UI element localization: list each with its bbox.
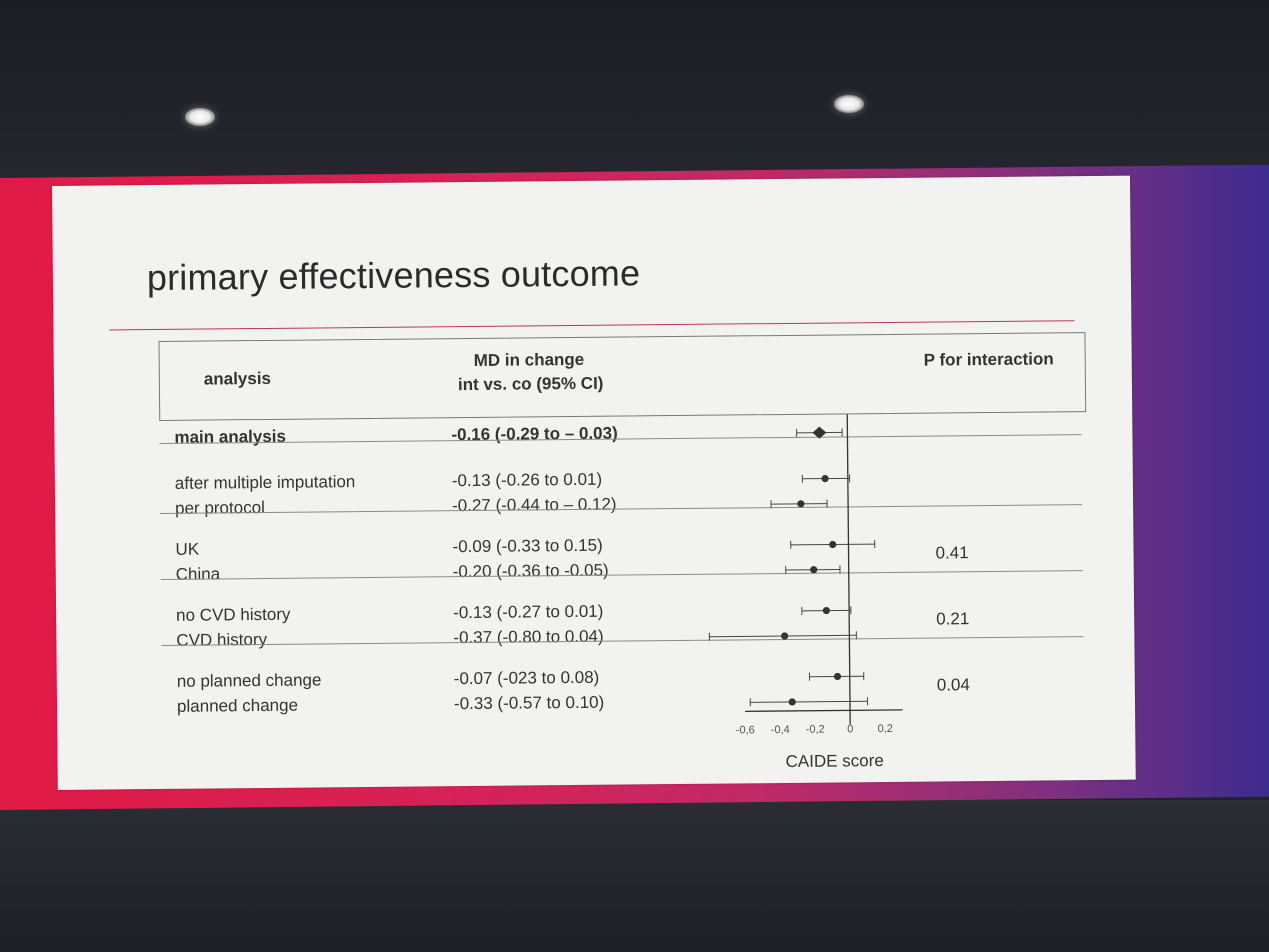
- estimate-point: [833, 672, 842, 681]
- x-tick-label: -0,6: [736, 724, 755, 736]
- zero-reference-line: [846, 414, 851, 725]
- x-tick-label: 0: [847, 723, 853, 735]
- estimate-point: [821, 474, 829, 483]
- x-tick-label: -0,4: [771, 724, 790, 736]
- x-axis-label: CAIDE score: [785, 751, 883, 771]
- x-axis-line: [745, 709, 903, 713]
- estimate-diamond: [812, 426, 827, 439]
- x-tick-label: -0,2: [806, 724, 825, 736]
- slide: primary effectiveness outcome analysis M…: [52, 175, 1136, 790]
- ci-whisker: [750, 700, 868, 703]
- estimate-point: [781, 632, 789, 640]
- ceiling: [0, 0, 1269, 180]
- ceiling-light: [185, 108, 215, 126]
- estimate-point: [822, 606, 830, 615]
- x-tick-label: 0,2: [878, 723, 893, 735]
- ceiling-light: [834, 95, 864, 113]
- forest-plot: -0,6 -0,4 -0,2 0 0,2 CAIDE score: [708, 414, 903, 771]
- room-floor: [0, 800, 1269, 952]
- estimate-point: [810, 566, 818, 574]
- estimate-point: [829, 540, 837, 549]
- estimate-point: [788, 698, 796, 706]
- estimate-point: [797, 500, 805, 508]
